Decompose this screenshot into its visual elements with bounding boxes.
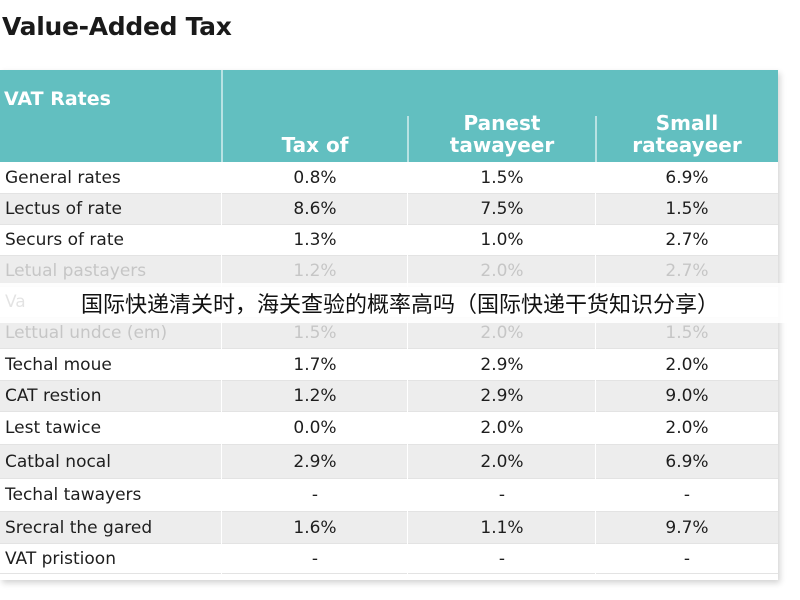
row-value-panest: 2.9% [480, 386, 524, 406]
row-value-small: 6.9% [665, 452, 709, 472]
row-value-tax-of: 1.3% [293, 230, 337, 250]
header-col-small-label: Small rateayeer [632, 111, 742, 157]
row-value-small: 2.0% [665, 355, 709, 375]
header-col-panest-label: Panest tawayeer [449, 111, 555, 157]
row-value-tax-of: 1.6% [293, 518, 337, 538]
row-value-small: 2.0% [665, 418, 709, 438]
row-value-small: 9.0% [665, 386, 709, 406]
row-value-panest: 1.1% [480, 518, 524, 538]
table-row: Techal tawayers - - - [0, 479, 778, 512]
row-value-panest: - [498, 549, 506, 569]
row-value-small: 6.9% [665, 168, 709, 188]
table-row: Lettual undce (em) 1.5% 2.0% 1.5% [0, 318, 778, 349]
row-value-tax-of: 0.8% [293, 168, 337, 188]
header-col-tax-of: Tax of [222, 70, 408, 162]
table-row: Letual pastayers 1.2% 2.0% 2.7% [0, 256, 778, 287]
table-row: Catbal nocal 2.9% 2.0% 6.9% [0, 445, 778, 479]
row-value-tax-of: - [311, 549, 319, 569]
table-row: Lest tawice 0.0% 2.0% 2.0% [0, 412, 778, 445]
header-divider [221, 70, 223, 162]
table-row: Lectus of rate 8.6% 7.5% 1.5% [0, 194, 778, 225]
row-value-tax-of: - [311, 485, 319, 505]
row-label: General rates [5, 168, 121, 188]
header-divider [595, 116, 597, 162]
row-label: Securs of rate [5, 230, 124, 250]
header-col-panest: Panest tawayeer [408, 70, 596, 162]
row-value-tax-of: 1.7% [293, 355, 337, 375]
page-title: Value-Added Tax [2, 12, 232, 41]
row-value-panest: 1.0% [480, 230, 524, 250]
row-value-tax-of: 8.6% [293, 199, 337, 219]
row-value-tax-of: 1.5% [293, 323, 337, 343]
row-label: Lettual undce (em) [5, 323, 168, 343]
table-row: Securs of rate 1.3% 1.0% 2.7% [0, 225, 778, 256]
row-value-tax-of: 1.2% [293, 386, 337, 406]
row-value-small: 1.5% [665, 199, 709, 219]
row-value-tax-of: 0.0% [293, 418, 337, 438]
row-value-panest: 2.0% [480, 418, 524, 438]
row-value-panest: 2.9% [480, 355, 524, 375]
header-divider [407, 116, 409, 162]
table-row: General rates 0.8% 1.5% 6.9% [0, 162, 778, 194]
column-divider [221, 162, 222, 580]
table-row: CAT restion 1.2% 2.9% 9.0% [0, 381, 778, 412]
column-divider [407, 162, 408, 580]
row-value-panest: 2.0% [480, 323, 524, 343]
row-value-panest: 2.0% [480, 452, 524, 472]
header-col-tax-of-label: Tax of [281, 133, 349, 157]
row-value-small: - [683, 485, 691, 505]
row-value-small: 2.7% [665, 230, 709, 250]
row-value-small: - [683, 549, 691, 569]
header-col-small: Small rateayeer [596, 70, 778, 162]
row-value-panest: - [498, 485, 506, 505]
column-divider [595, 162, 596, 580]
table-row: Techal moue 1.7% 2.9% 2.0% [0, 349, 778, 381]
row-value-small: 2.7% [665, 261, 709, 281]
row-value-panest: 2.0% [480, 261, 524, 281]
table-row: VAT pristioon - - - [0, 544, 778, 574]
table-row: Srecral the gared 1.6% 1.1% 9.7% [0, 512, 778, 544]
table-header: VAT Rates Tax of Panest tawayeer Small r… [0, 70, 778, 162]
vat-rates-table: VAT Rates Tax of Panest tawayeer Small r… [0, 70, 778, 580]
row-value-small: 9.7% [665, 518, 709, 538]
row-label: Catbal nocal [5, 452, 111, 472]
row-value-tax-of: 1.2% [293, 261, 337, 281]
row-label: VAT pristioon [5, 549, 116, 569]
row-label: Techal tawayers [5, 485, 142, 505]
header-vat-rates: VAT Rates [4, 88, 111, 110]
caption-overlay: 国际快递清关时，海关查验的概率高吗（国际快递干货知识分享） [0, 283, 800, 323]
row-label: Techal moue [5, 355, 112, 375]
row-label: Lectus of rate [5, 199, 122, 219]
row-label: CAT restion [5, 386, 102, 406]
row-label: Srecral the gared [5, 518, 153, 538]
row-value-tax-of: 2.9% [293, 452, 337, 472]
row-label: Letual pastayers [5, 261, 147, 281]
row-value-panest: 7.5% [480, 199, 524, 219]
row-label: Lest tawice [5, 418, 102, 438]
row-value-panest: 1.5% [480, 168, 524, 188]
row-value-small: 1.5% [665, 323, 709, 343]
